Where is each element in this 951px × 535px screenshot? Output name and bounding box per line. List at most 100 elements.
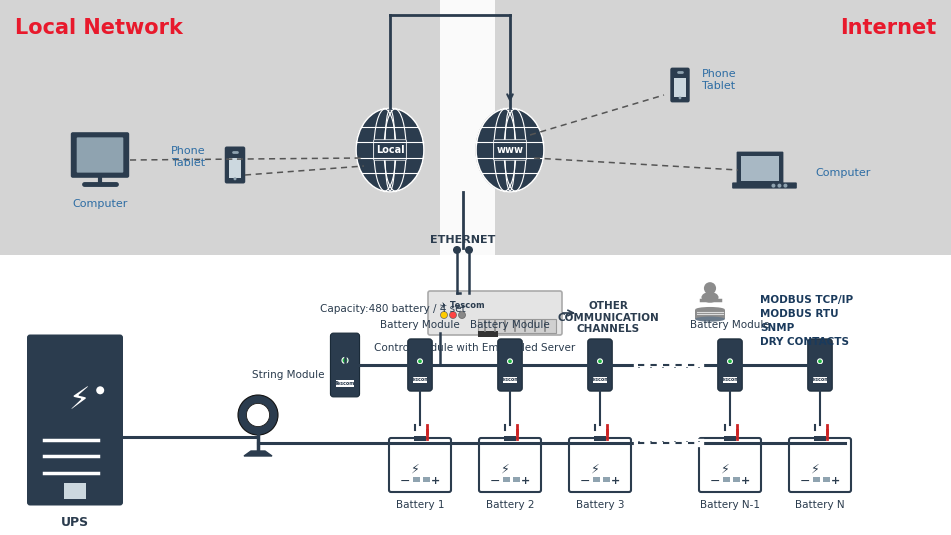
Circle shape bbox=[728, 359, 732, 364]
Bar bbox=[593, 377, 607, 383]
Text: Control Module with Embedded Server: Control Module with Embedded Server bbox=[375, 343, 575, 353]
Bar bbox=[0, 0, 951, 255]
Circle shape bbox=[508, 359, 513, 364]
FancyBboxPatch shape bbox=[224, 147, 245, 184]
Bar bbox=[723, 377, 737, 383]
Text: ⚡: ⚡ bbox=[591, 462, 600, 476]
Bar bbox=[478, 319, 556, 333]
Text: −: − bbox=[580, 475, 591, 487]
Bar bbox=[593, 435, 607, 440]
FancyBboxPatch shape bbox=[807, 339, 832, 391]
Circle shape bbox=[784, 184, 787, 188]
Circle shape bbox=[234, 177, 237, 180]
FancyBboxPatch shape bbox=[497, 339, 522, 391]
FancyBboxPatch shape bbox=[699, 438, 761, 492]
Bar bbox=[504, 435, 516, 440]
Text: Tescom: Tescom bbox=[335, 381, 355, 386]
Text: UPS: UPS bbox=[61, 516, 89, 530]
FancyBboxPatch shape bbox=[408, 339, 433, 391]
Text: Capacity:480 battery / 4 set: Capacity:480 battery / 4 set bbox=[320, 304, 466, 314]
Text: Tescom: Tescom bbox=[810, 377, 830, 383]
FancyBboxPatch shape bbox=[27, 334, 123, 506]
Text: ·  ·  ·  ·  ·  ·: · · · · · · bbox=[637, 437, 701, 449]
FancyBboxPatch shape bbox=[428, 291, 562, 335]
Text: ⚡: ⚡ bbox=[501, 462, 510, 476]
Circle shape bbox=[417, 359, 422, 364]
Circle shape bbox=[458, 311, 465, 318]
Circle shape bbox=[246, 403, 269, 426]
Text: MODBUS TCP/IP
MODBUS RTU
SNMP
DRY CONTACTS: MODBUS TCP/IP MODBUS RTU SNMP DRY CONTAC… bbox=[760, 295, 853, 347]
Circle shape bbox=[679, 96, 682, 100]
Text: Battery 1: Battery 1 bbox=[396, 500, 444, 510]
Circle shape bbox=[597, 359, 602, 364]
Bar bbox=[337, 380, 354, 387]
Bar bbox=[414, 435, 426, 440]
Bar bbox=[604, 477, 611, 482]
Text: Phone
Tablet: Phone Tablet bbox=[702, 69, 737, 91]
Text: Battery N-1: Battery N-1 bbox=[700, 500, 760, 510]
FancyBboxPatch shape bbox=[569, 438, 631, 492]
Bar bbox=[674, 78, 686, 97]
Text: www: www bbox=[496, 145, 523, 155]
Text: ⚡: ⚡ bbox=[721, 462, 729, 476]
FancyBboxPatch shape bbox=[670, 67, 689, 102]
Circle shape bbox=[453, 246, 461, 254]
Text: Battery N: Battery N bbox=[795, 500, 844, 510]
Bar bbox=[741, 156, 779, 181]
Circle shape bbox=[342, 357, 348, 363]
Text: −: − bbox=[709, 475, 720, 487]
Text: ETHERNET: ETHERNET bbox=[430, 235, 495, 245]
Bar bbox=[503, 477, 510, 482]
Ellipse shape bbox=[695, 307, 725, 312]
Wedge shape bbox=[238, 395, 278, 435]
Circle shape bbox=[771, 184, 775, 188]
Bar bbox=[440, 0, 495, 255]
Text: Computer: Computer bbox=[72, 199, 127, 209]
Bar bbox=[478, 331, 498, 337]
Bar bbox=[593, 477, 600, 482]
FancyBboxPatch shape bbox=[789, 438, 851, 492]
FancyBboxPatch shape bbox=[389, 438, 451, 492]
FancyBboxPatch shape bbox=[732, 182, 797, 189]
Text: Computer: Computer bbox=[815, 168, 870, 178]
Polygon shape bbox=[244, 451, 272, 456]
Text: OTHER
COMMUNICATION
CHANNELS: OTHER COMMUNICATION CHANNELS bbox=[557, 301, 659, 334]
Bar bbox=[695, 310, 725, 319]
Bar bbox=[65, 483, 86, 499]
Text: +: + bbox=[741, 476, 749, 486]
Text: Tescom: Tescom bbox=[720, 377, 740, 383]
Bar bbox=[813, 477, 820, 482]
Text: Phone
Tablet: Phone Tablet bbox=[170, 146, 205, 168]
FancyBboxPatch shape bbox=[588, 339, 612, 391]
Text: Battery Module: Battery Module bbox=[690, 320, 770, 330]
Text: Local: Local bbox=[376, 145, 404, 155]
Text: Battery 3: Battery 3 bbox=[575, 500, 624, 510]
Text: +: + bbox=[431, 476, 439, 486]
Bar bbox=[423, 477, 431, 482]
Ellipse shape bbox=[356, 108, 424, 192]
Text: Tescom: Tescom bbox=[500, 377, 520, 383]
Bar bbox=[229, 158, 242, 178]
Bar bbox=[413, 377, 427, 383]
FancyBboxPatch shape bbox=[77, 137, 124, 173]
Bar bbox=[413, 477, 420, 482]
FancyBboxPatch shape bbox=[737, 151, 784, 185]
Text: Tescom: Tescom bbox=[590, 377, 611, 383]
Text: +: + bbox=[830, 476, 840, 486]
Circle shape bbox=[704, 282, 716, 294]
Ellipse shape bbox=[695, 317, 725, 322]
Bar bbox=[514, 477, 520, 482]
Bar bbox=[824, 477, 830, 482]
Text: ⚡: ⚡ bbox=[68, 386, 89, 415]
Ellipse shape bbox=[476, 108, 544, 192]
Text: Battery Module: Battery Module bbox=[470, 320, 550, 330]
FancyBboxPatch shape bbox=[494, 140, 526, 160]
Text: +: + bbox=[611, 476, 620, 486]
Bar bbox=[724, 435, 736, 440]
Text: −: − bbox=[800, 475, 810, 487]
Text: ✈ Tescom: ✈ Tescom bbox=[440, 301, 485, 310]
Text: ·  ·  ·  ·  ·  ·: · · · · · · bbox=[637, 362, 701, 374]
Circle shape bbox=[818, 359, 823, 364]
Text: Local Network: Local Network bbox=[15, 18, 183, 38]
Text: +: + bbox=[520, 476, 530, 486]
